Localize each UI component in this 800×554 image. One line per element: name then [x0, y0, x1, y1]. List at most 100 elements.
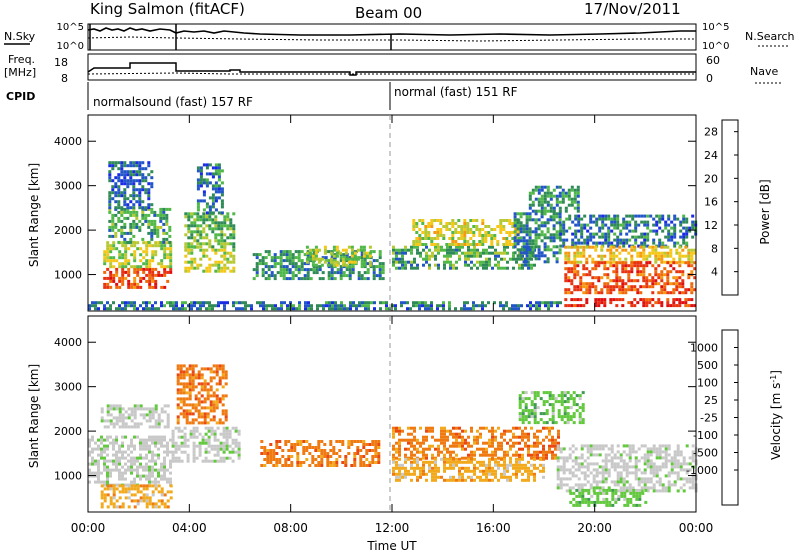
velocity-cell: [192, 447, 196, 451]
velocity-cell: [521, 391, 525, 395]
power-cell: [430, 222, 434, 225]
velocity-cell: [145, 447, 148, 451]
power-cell: [497, 260, 500, 264]
velocity-cell: [344, 461, 348, 464]
power-cell: [175, 307, 178, 311]
power-cell: [549, 191, 553, 195]
power-cell: [139, 279, 143, 283]
power-cell: [184, 245, 188, 249]
velocity-cell: [176, 421, 180, 425]
power-cell: [687, 257, 691, 261]
velocity-cell: [545, 409, 549, 413]
power-cell: [573, 270, 577, 274]
velocity-cell: [509, 438, 512, 442]
power-cell: [645, 264, 649, 268]
power-cell: [588, 282, 592, 286]
velocity-cell: [512, 466, 515, 470]
velocity-cell: [207, 441, 211, 445]
power-cell: [573, 251, 577, 255]
power-cell: [148, 285, 152, 289]
power-cell: [537, 251, 541, 255]
power-cell: [463, 234, 467, 237]
power-cell: [552, 194, 556, 198]
velocity-cell: [182, 373, 186, 377]
velocity-cell: [521, 435, 524, 439]
velocity-cell: [237, 432, 241, 436]
power-cell: [673, 241, 677, 245]
power-cell: [100, 301, 103, 305]
power-cell: [129, 173, 133, 177]
power-cell: [109, 262, 113, 266]
power-cell: [165, 213, 169, 217]
power-cell: [537, 200, 541, 204]
power-cell: [208, 263, 212, 267]
power-cell: [430, 240, 434, 243]
velocity-cell: [404, 438, 407, 442]
power-cell: [333, 259, 337, 263]
velocity-cell: [610, 462, 614, 466]
power-cell: [660, 254, 664, 258]
power-cell: [573, 206, 577, 210]
power-cell: [285, 253, 289, 257]
velocity-cell: [521, 447, 524, 451]
power-cell: [576, 254, 580, 258]
power-cell: [141, 216, 145, 220]
power-cell: [646, 226, 650, 230]
power-cell: [663, 245, 667, 249]
power-cell: [484, 304, 487, 308]
velocity-cell: [443, 466, 446, 470]
velocity-cell: [213, 453, 217, 457]
power-ytick-label: 1000: [54, 269, 82, 282]
velocity-cell: [359, 458, 363, 461]
power-cell: [532, 304, 535, 308]
power-cell: [270, 259, 274, 263]
velocity-cell: [521, 463, 524, 467]
power-cell: [484, 240, 488, 243]
velocity-cell: [142, 447, 145, 451]
velocity-cell: [106, 410, 110, 414]
power-cell: [630, 279, 634, 283]
power-cell: [651, 264, 655, 268]
power-cell: [291, 265, 295, 269]
power-cell: [600, 276, 604, 280]
velocity-cell: [581, 409, 585, 413]
power-cell: [132, 164, 136, 168]
velocity-cell: [628, 483, 632, 487]
power-cell: [437, 266, 440, 270]
power-cell: [473, 248, 476, 252]
power-cell: [681, 248, 685, 252]
velocity-cell: [112, 453, 115, 457]
power-cell: [205, 224, 209, 228]
power-cell: [350, 260, 354, 264]
power-cell: [199, 184, 203, 188]
power-cell: [636, 291, 640, 295]
velocity-cell: [592, 474, 596, 478]
power-cell: [129, 213, 133, 217]
velocity-cell: [182, 364, 186, 368]
power-cell: [627, 273, 631, 277]
velocity-cell: [100, 435, 103, 439]
velocity-cell: [470, 426, 473, 430]
cpid-segment-2: normal (fast) 151 RF: [394, 85, 518, 99]
power-cell: [642, 251, 646, 255]
power-cell: [421, 301, 424, 305]
velocity-cell: [443, 453, 446, 457]
power-cell: [214, 218, 218, 222]
power-cell: [658, 238, 662, 242]
power-cell: [205, 233, 209, 237]
velocity-cell: [305, 449, 309, 452]
velocity-cell: [194, 418, 198, 422]
power-cell: [636, 301, 640, 305]
velocity-cell: [479, 460, 482, 464]
velocity-cell: [94, 447, 97, 451]
power-cell: [639, 298, 643, 302]
power-cell: [443, 266, 446, 270]
power-cell: [594, 245, 598, 249]
velocity-cell: [524, 397, 528, 401]
velocity-cell: [145, 456, 148, 460]
velocity-cell: [449, 453, 452, 457]
power-cell: [573, 288, 577, 292]
velocity-cell: [218, 382, 222, 386]
power-cell: [202, 212, 206, 216]
